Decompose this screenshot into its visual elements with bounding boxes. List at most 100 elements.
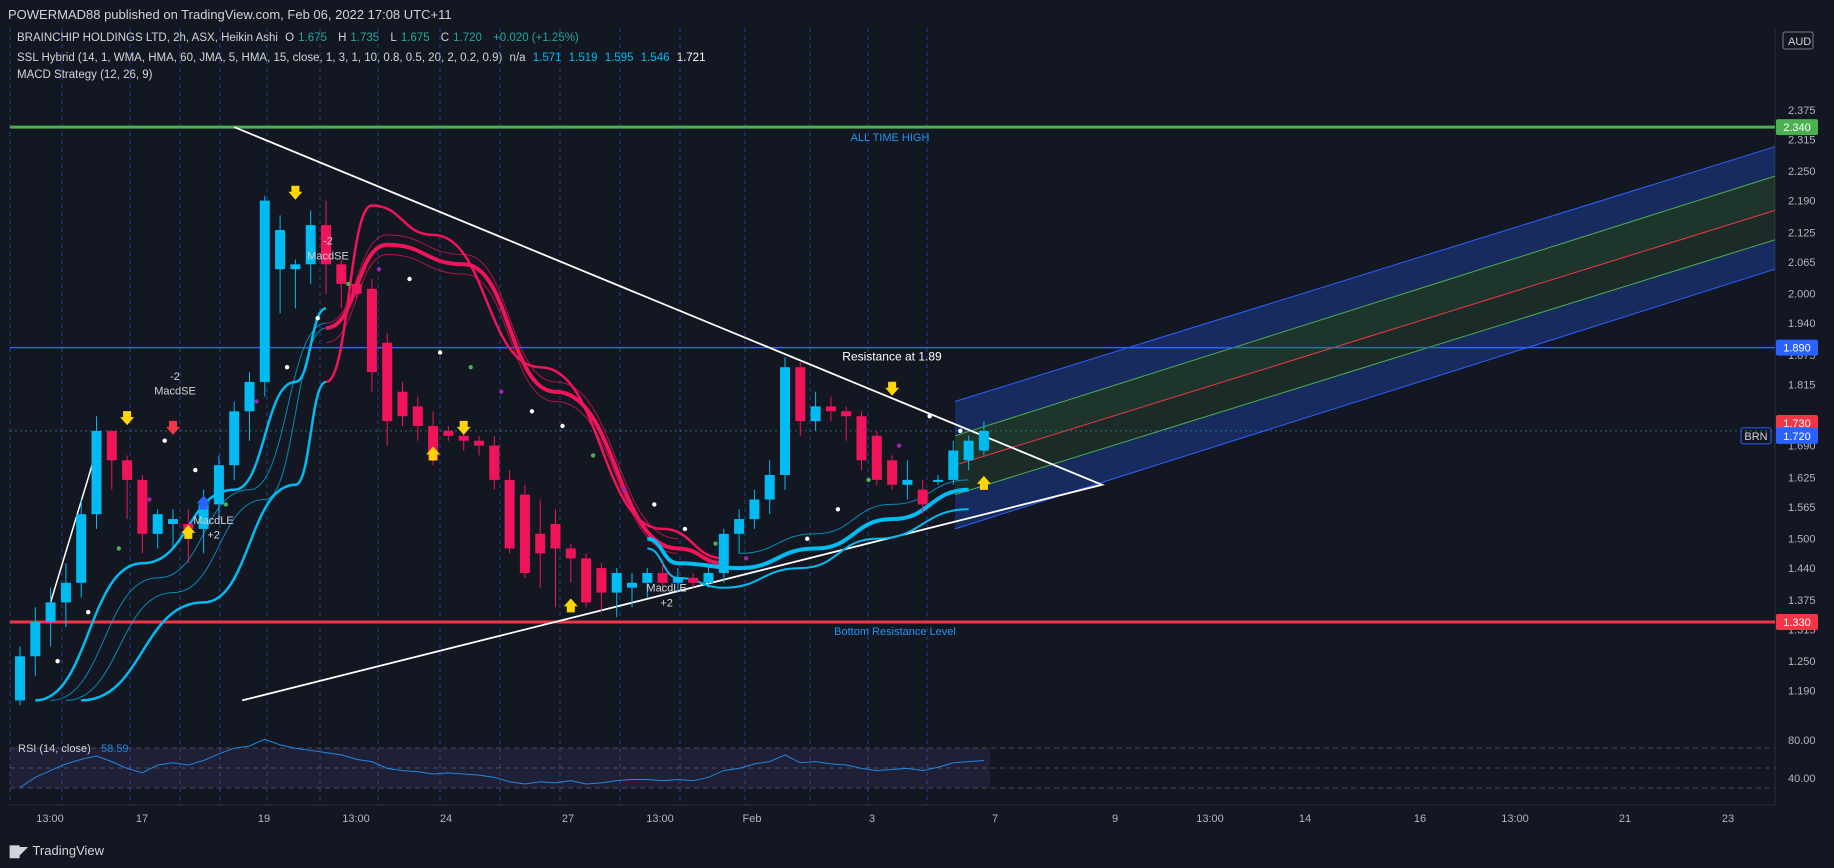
candle-body [412,406,423,426]
time-tick: 17 [136,813,148,825]
channel-median [954,209,1776,466]
candle-body [76,514,87,583]
sell-arrow-icon [288,185,303,200]
trail-dot [682,526,688,532]
candle-body [734,519,745,534]
trail-dot [835,507,841,512]
candle-body [458,435,469,441]
channel-line [954,239,1776,496]
price-tick: 2.125 [1788,227,1816,239]
price-tick: 2.000 [1788,289,1816,301]
price-label: 2.340 [1783,122,1811,134]
time-tick: 16 [1414,813,1426,825]
buy-arrow-icon [976,475,991,490]
triangle-trendline [233,126,1105,702]
price-label: 1.890 [1783,343,1811,355]
trail-dot [376,267,382,272]
channel-lower [954,268,1776,530]
candle-body [718,533,729,573]
sell-arrow-icon [120,411,135,426]
ohlc-high: H 1.735 [338,32,380,44]
strategy-label: MacdSE [154,386,196,398]
strategy-label: +2 [207,530,220,542]
candle-body [810,406,821,422]
candle-body [91,430,102,515]
candle-body [825,406,836,412]
ssl-value: 1.546 [640,52,670,64]
price-tick: 2.065 [1788,257,1816,269]
symbol-tag-box [1740,427,1772,445]
price-tick: 2.190 [1788,196,1816,208]
time-tick: 21 [1619,813,1631,825]
candle-body [596,568,607,593]
time-tick: 13:00 [646,813,674,825]
rsi-label: RSI (14, close) [18,743,91,755]
candle-body [703,573,714,583]
candle-body [229,411,240,466]
candles [15,195,989,706]
trail-dot [621,487,626,492]
candle-body [963,440,974,461]
strategy-label: -2 [170,371,180,383]
price-label-box [1776,614,1818,630]
ssl-legend[interactable]: SSL Hybrid (14, 1, WMA, HMA, 60, JMA, 5,… [17,52,709,64]
tradingview-brand[interactable]: ▇◤ TradingView [10,843,105,858]
published-header: POWERMAD88 published on TradingView.com,… [8,7,452,22]
candle-body [489,445,500,480]
ssl-value: 1.571 [532,52,562,64]
time-tick: 7 [992,813,998,825]
time-tick: Feb [743,813,762,825]
ohlc-close: C 1.720 [440,32,482,44]
candle-body [382,342,393,422]
price-tick: 1.190 [1788,686,1816,698]
sell-arrow-icon [166,420,180,435]
buy-arrow-icon [426,446,441,461]
candle-body [168,519,178,524]
candle-body [978,430,989,451]
candle-body [275,230,286,270]
trail-dot [866,477,871,483]
time-tick: 3 [869,813,875,825]
candle-body [45,602,56,622]
price-label-box [1776,119,1818,136]
ssl-band [325,234,678,540]
trail-dot [468,365,473,370]
trail-dot [652,502,657,507]
candle-body [122,460,133,480]
ssl-baseline [647,508,969,589]
buy-arrow-icon [563,598,578,613]
candle-body [917,489,928,505]
candle-body [397,391,408,417]
sell-arrow-icon [456,420,471,435]
trail-dot [743,556,749,561]
channel-line [954,175,1776,437]
candle-body [887,460,898,485]
price-tick: 1.440 [1788,563,1816,575]
symbol-name: BRAINCHIP HOLDINGS LTD, 2h, ASX, Heikin … [17,32,278,44]
candle-body [688,577,699,583]
candle-body [474,440,484,446]
ssl-label: SSL Hybrid (14, 1, WMA, HMA, 60, JMA, 5,… [17,52,503,64]
candle-body [443,430,454,436]
strategy-label: -2 [323,236,333,248]
macd-legend[interactable]: MACD Strategy (12, 26, 9) [17,69,157,81]
rsi-tick: 80.00 [1788,735,1816,747]
trail-dot [896,443,902,448]
symbol-legend[interactable]: BRAINCHIP HOLDINGS LTD, 2h, ASX, Heikin … [17,32,583,44]
candle-body [244,381,255,412]
rsi-tick: 40.00 [1788,773,1816,785]
candle-body [336,264,347,284]
candle-body [871,435,882,480]
candle-body [519,494,530,573]
candle-body [856,416,867,461]
ssl-baseline [81,380,327,702]
candle-body [841,411,852,417]
price-tick: 1.690 [1788,441,1816,453]
candle-body [351,283,362,294]
candle-body [152,514,163,534]
price-tick: 1.375 [1788,595,1816,607]
ohlc-change: +0.020 (+1.25%) [493,32,579,44]
buy-arrow-icon [181,524,196,539]
candle-body [15,656,25,701]
